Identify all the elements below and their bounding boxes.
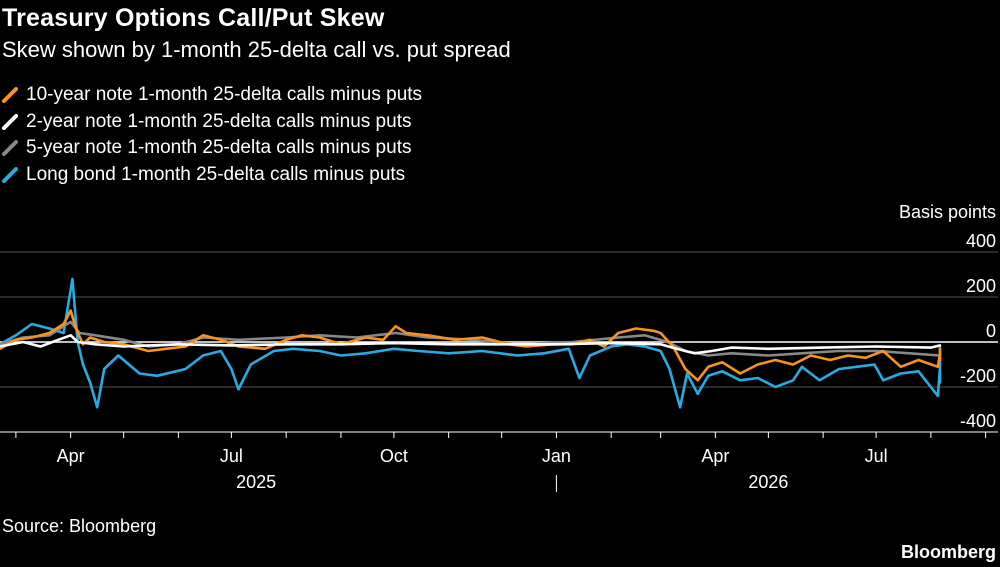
year-label: 2026 bbox=[748, 472, 788, 492]
y-tick-label: 400 bbox=[966, 231, 996, 251]
legend-line-icon bbox=[2, 87, 18, 104]
x-tick-label: Apr bbox=[57, 446, 85, 466]
x-tick-label: Jul bbox=[220, 446, 243, 466]
y-tick-label: 200 bbox=[966, 276, 996, 296]
legend-label-2y: 2-year note 1-month 25-delta calls minus… bbox=[26, 110, 412, 132]
source-note: Source: Bloomberg bbox=[2, 516, 157, 536]
legend-label-10y: 10-year note 1-month 25-delta calls minu… bbox=[26, 84, 423, 106]
x-tick-label: Jul bbox=[865, 446, 888, 466]
legend-label-5y: 5-year note 1-month 25-delta calls minus… bbox=[26, 137, 412, 159]
series-line bbox=[0, 334, 942, 355]
legend-line-icon bbox=[2, 166, 18, 183]
x-tick-label: Oct bbox=[380, 446, 408, 466]
chart-title: Treasury Options Call/Put Skew bbox=[2, 4, 385, 32]
year-label: 2025 bbox=[236, 472, 276, 492]
y-tick-label: 0 bbox=[986, 321, 996, 341]
x-tick-label: Apr bbox=[701, 446, 729, 466]
series-line bbox=[0, 277, 942, 409]
x-tick-label: Jan bbox=[542, 446, 571, 466]
legend-label-long-bond: Long bond 1-month 25-delta calls minus p… bbox=[26, 163, 406, 185]
y-tick-label: -400 bbox=[960, 411, 996, 431]
y-axis-label: Basis points bbox=[899, 202, 996, 222]
legend-item-2y: 2-year note 1-month 25-delta calls minus… bbox=[2, 109, 422, 136]
legend-item-5y: 5-year note 1-month 25-delta calls minus… bbox=[2, 135, 422, 162]
line-chart: Basis points 400 200 0 -200 -400 Apr Jul Oct Jan A… bbox=[0, 202, 998, 492]
legend-item-long-bond: Long bond 1-month 25-delta calls minus p… bbox=[2, 162, 422, 189]
legend-line-icon bbox=[2, 113, 18, 130]
chart-subtitle: Skew shown by 1-month 25-delta call vs. … bbox=[2, 37, 511, 62]
brand-logo: Bloomberg bbox=[900, 542, 996, 562]
y-tick-label: -200 bbox=[960, 366, 996, 386]
legend-line-icon bbox=[2, 140, 18, 157]
chart-legend: 10-year note 1-month 25-delta calls minu… bbox=[2, 82, 422, 188]
legend-item-10y: 10-year note 1-month 25-delta calls minu… bbox=[2, 82, 422, 109]
